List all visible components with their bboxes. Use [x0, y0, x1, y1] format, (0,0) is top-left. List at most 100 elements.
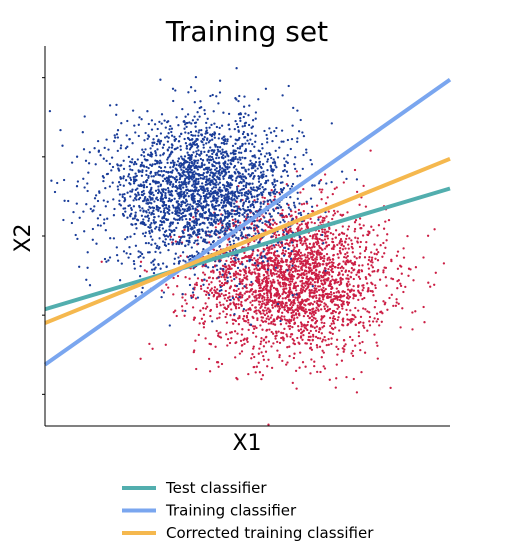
scatter-point — [321, 340, 324, 343]
scatter-point — [133, 160, 137, 164]
scatter-point — [218, 244, 222, 248]
scatter-point — [99, 213, 102, 217]
scatter-point — [244, 186, 248, 189]
scatter-point — [368, 320, 371, 323]
scatter-point — [266, 291, 269, 294]
scatter-point — [88, 284, 92, 287]
scatter-point — [258, 371, 262, 374]
scatter-point — [196, 236, 200, 239]
scatter-point — [195, 152, 199, 156]
scatter-point — [103, 257, 107, 261]
scatter-point — [257, 98, 260, 101]
scatter-point — [285, 322, 288, 325]
scatter-point — [146, 202, 150, 205]
scatter-point — [367, 258, 371, 262]
scatter-point — [239, 189, 242, 192]
scatter-point — [232, 222, 235, 225]
scatter-point — [211, 277, 215, 280]
scatter-point — [232, 260, 235, 263]
scatter-point — [211, 265, 215, 269]
scatter-point — [264, 350, 268, 353]
scatter-point — [292, 339, 296, 342]
scatter-point — [184, 293, 187, 296]
scatter-point — [189, 176, 193, 179]
scatter-point — [339, 251, 342, 254]
scatter-point — [270, 156, 273, 160]
scatter-point — [245, 259, 249, 263]
scatter-point — [218, 284, 222, 287]
scatter-point — [253, 325, 257, 328]
scatter-point — [132, 199, 135, 202]
scatter-point — [323, 257, 326, 260]
scatter-point — [345, 177, 348, 181]
scatter-point — [297, 306, 300, 309]
scatter-point — [230, 279, 233, 282]
scatter-point — [373, 270, 376, 273]
scatter-point — [158, 159, 162, 162]
scatter-point — [140, 174, 144, 177]
scatter-point — [128, 138, 131, 141]
scatter-point — [226, 138, 229, 141]
scatter-point — [251, 282, 254, 285]
scatter-point — [272, 185, 276, 189]
scatter-point — [170, 146, 174, 149]
scatter-point — [318, 244, 321, 248]
scatter-point — [265, 281, 268, 285]
scatter-point — [345, 375, 348, 379]
scatter-point — [202, 177, 205, 180]
scatter-point — [209, 183, 212, 186]
scatter-point — [181, 251, 185, 254]
scatter-point — [203, 196, 207, 200]
scatter-point — [163, 215, 166, 218]
scatter-point — [312, 335, 315, 338]
scatter-point — [334, 326, 337, 329]
scatter-point — [186, 229, 190, 232]
scatter-point — [206, 305, 209, 308]
scatter-point — [299, 255, 302, 258]
scatter-point — [233, 195, 237, 198]
scatter-point — [244, 236, 247, 239]
scatter-point — [140, 291, 143, 294]
scatter-point — [198, 194, 201, 197]
scatter-point — [335, 377, 338, 380]
scatter-point — [212, 110, 215, 113]
scatter-point — [162, 211, 165, 214]
scatter-point — [274, 164, 277, 167]
scatter-point — [205, 279, 208, 282]
scatter-point — [167, 191, 170, 194]
scatter-point — [209, 231, 212, 234]
scatter-point — [230, 337, 233, 340]
scatter-point — [296, 298, 299, 302]
scatter-point — [266, 168, 269, 172]
scatter-point — [137, 123, 140, 126]
scatter-point — [372, 294, 375, 297]
scatter-point — [258, 347, 261, 350]
scatter-point — [342, 350, 345, 353]
scatter-point — [161, 240, 165, 243]
scatter-point — [157, 228, 161, 231]
scatter-point — [284, 250, 287, 253]
scatter-point — [215, 125, 219, 129]
scatter-point — [297, 329, 300, 332]
scatter-point — [384, 246, 387, 249]
scatter-point — [225, 225, 228, 228]
scatter-point — [106, 200, 109, 203]
scatter-point — [282, 302, 285, 305]
scatter-point — [303, 253, 306, 256]
scatter-point — [354, 306, 357, 310]
scatter-point — [241, 263, 244, 266]
scatter-point — [345, 308, 348, 312]
scatter-point — [287, 229, 290, 232]
scatter-point — [181, 235, 184, 238]
scatter-point — [328, 283, 332, 286]
scatter-point — [245, 316, 249, 319]
scatter-point — [205, 293, 208, 296]
scatter-point — [158, 206, 161, 210]
scatter-point — [219, 229, 222, 232]
scatter-point — [151, 230, 154, 233]
scatter-point — [283, 315, 286, 318]
scatter-point — [187, 227, 190, 231]
scatter-point — [188, 234, 192, 237]
scatter-point — [270, 263, 273, 267]
scatter-point — [279, 319, 282, 323]
